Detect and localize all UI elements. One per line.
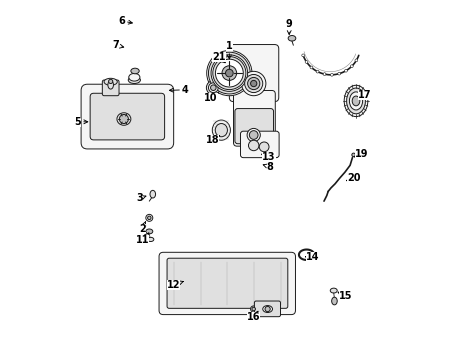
Ellipse shape <box>226 69 233 77</box>
FancyBboxPatch shape <box>235 109 273 144</box>
Ellipse shape <box>210 85 216 90</box>
Text: 1: 1 <box>226 41 233 59</box>
Ellipse shape <box>248 140 259 151</box>
Ellipse shape <box>323 73 326 76</box>
Ellipse shape <box>330 288 337 293</box>
Ellipse shape <box>209 52 250 94</box>
FancyBboxPatch shape <box>234 90 275 146</box>
FancyBboxPatch shape <box>167 258 288 308</box>
Text: 14: 14 <box>306 252 319 262</box>
Ellipse shape <box>305 61 308 63</box>
Ellipse shape <box>215 124 228 137</box>
Ellipse shape <box>344 85 368 117</box>
Ellipse shape <box>302 54 305 57</box>
Ellipse shape <box>146 214 153 221</box>
Ellipse shape <box>247 128 260 142</box>
Ellipse shape <box>211 55 247 91</box>
Text: 3: 3 <box>136 193 146 203</box>
Ellipse shape <box>345 69 347 72</box>
Ellipse shape <box>219 57 227 62</box>
FancyBboxPatch shape <box>102 80 119 96</box>
Text: 7: 7 <box>112 40 124 50</box>
Ellipse shape <box>259 142 269 152</box>
Text: 15: 15 <box>338 292 352 301</box>
Ellipse shape <box>206 81 220 95</box>
Text: 12: 12 <box>167 280 183 290</box>
FancyBboxPatch shape <box>240 131 279 158</box>
Ellipse shape <box>146 229 153 234</box>
Ellipse shape <box>263 306 273 313</box>
Ellipse shape <box>338 72 341 75</box>
Ellipse shape <box>213 56 246 90</box>
Ellipse shape <box>104 78 117 85</box>
Text: 19: 19 <box>355 149 368 159</box>
Text: 13: 13 <box>262 152 276 162</box>
Text: 8: 8 <box>263 162 273 172</box>
Ellipse shape <box>330 73 333 76</box>
Ellipse shape <box>316 70 319 73</box>
Ellipse shape <box>215 59 243 87</box>
Text: 21: 21 <box>212 53 226 63</box>
Text: 2: 2 <box>139 221 146 234</box>
Ellipse shape <box>346 88 365 114</box>
Ellipse shape <box>349 92 363 110</box>
Ellipse shape <box>147 237 154 242</box>
FancyBboxPatch shape <box>90 93 164 140</box>
FancyBboxPatch shape <box>159 252 295 315</box>
Ellipse shape <box>212 120 230 140</box>
Ellipse shape <box>117 113 131 125</box>
Ellipse shape <box>222 66 237 80</box>
Text: 10: 10 <box>204 93 218 103</box>
Ellipse shape <box>150 190 155 198</box>
Text: 16: 16 <box>247 311 260 322</box>
FancyBboxPatch shape <box>255 301 281 317</box>
Text: 4: 4 <box>169 85 189 95</box>
Ellipse shape <box>251 306 257 312</box>
Ellipse shape <box>352 96 360 106</box>
Ellipse shape <box>355 59 358 62</box>
Ellipse shape <box>147 216 151 220</box>
Text: 18: 18 <box>206 135 219 145</box>
FancyBboxPatch shape <box>81 84 173 149</box>
Ellipse shape <box>252 307 255 311</box>
Text: 11: 11 <box>136 233 149 245</box>
Ellipse shape <box>207 50 252 96</box>
Ellipse shape <box>119 114 128 124</box>
FancyBboxPatch shape <box>229 45 279 102</box>
Ellipse shape <box>131 68 139 74</box>
Ellipse shape <box>247 78 260 89</box>
Ellipse shape <box>265 307 270 312</box>
Ellipse shape <box>251 80 257 87</box>
Ellipse shape <box>108 81 113 89</box>
Ellipse shape <box>245 74 263 93</box>
Ellipse shape <box>310 66 313 69</box>
Ellipse shape <box>128 77 140 84</box>
Ellipse shape <box>288 35 296 41</box>
Ellipse shape <box>249 131 258 139</box>
Ellipse shape <box>352 153 356 157</box>
Text: 9: 9 <box>286 19 292 34</box>
Text: 20: 20 <box>346 173 360 183</box>
Ellipse shape <box>242 71 266 96</box>
Ellipse shape <box>350 65 353 68</box>
Text: 5: 5 <box>74 117 88 127</box>
Ellipse shape <box>332 297 337 305</box>
Ellipse shape <box>209 83 218 93</box>
Ellipse shape <box>129 73 140 81</box>
Text: 6: 6 <box>118 16 132 26</box>
Text: 17: 17 <box>358 90 372 100</box>
Ellipse shape <box>109 79 113 84</box>
